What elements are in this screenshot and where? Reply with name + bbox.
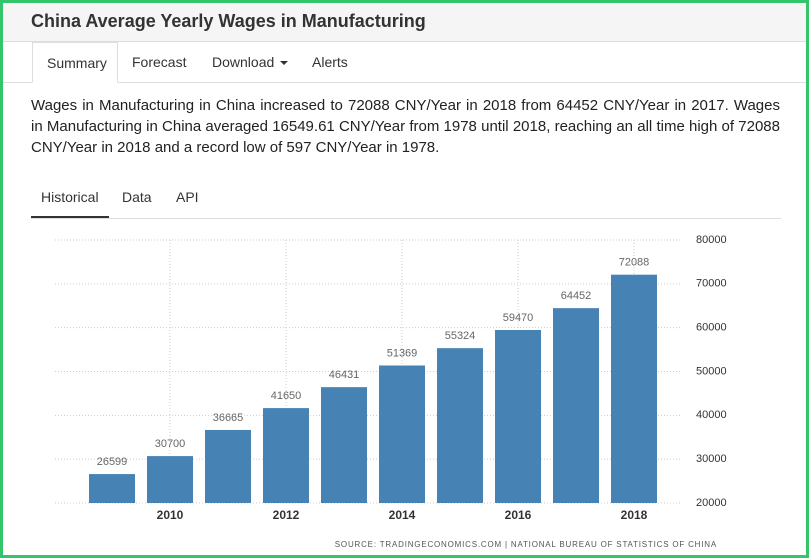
value-label: 51369 <box>387 347 418 359</box>
value-label: 30700 <box>155 438 186 450</box>
source-note: SOURCE: TRADINGECONOMICS.COM | NATIONAL … <box>335 540 717 549</box>
title-bar: China Average Yearly Wages in Manufactur… <box>3 3 806 42</box>
tab[interactable]: Summary <box>32 42 118 83</box>
tab[interactable]: Download <box>198 42 302 82</box>
bar <box>147 456 193 503</box>
x-tick-label: 2018 <box>621 508 648 522</box>
dropdown-caret <box>280 61 289 66</box>
value-label: 59470 <box>503 312 534 324</box>
x-tick-label: 2010 <box>157 508 184 522</box>
y-tick-label: 70000 <box>696 278 727 290</box>
bar <box>263 408 309 503</box>
subtab[interactable]: API <box>176 189 199 205</box>
tab[interactable]: Forecast <box>132 54 187 70</box>
tab-bar: Summary Forecast Download Alerts <box>3 42 806 83</box>
summary-text: Wages in Manufacturing in China increase… <box>31 97 780 156</box>
value-label: 72088 <box>619 257 650 269</box>
value-label: 41650 <box>271 390 302 402</box>
x-tick-label: 2014 <box>389 508 416 522</box>
bar <box>321 387 367 503</box>
value-label: 46431 <box>329 369 360 381</box>
bar <box>553 308 599 503</box>
value-label: 55324 <box>445 330 476 342</box>
bar <box>89 474 135 503</box>
x-tick-label: 2012 <box>273 508 300 522</box>
y-tick-label: 20000 <box>696 497 727 509</box>
tab[interactable]: Alerts <box>312 54 348 70</box>
bar <box>611 274 657 503</box>
page-title: China Average Yearly Wages in Manufactur… <box>31 11 426 31</box>
subtab-bar: Historical Data API <box>31 183 781 219</box>
subtab[interactable]: Historical <box>31 183 109 218</box>
value-label: 64452 <box>561 290 592 302</box>
subtab[interactable]: Data <box>122 189 152 205</box>
y-tick-label: 50000 <box>696 365 727 377</box>
value-label: 36665 <box>213 412 244 424</box>
bar <box>495 329 541 503</box>
y-tick-label: 40000 <box>696 409 727 421</box>
bar <box>437 348 483 503</box>
y-tick-label: 30000 <box>696 453 727 465</box>
y-tick-label: 80000 <box>696 234 727 246</box>
value-label: 26599 <box>97 456 128 468</box>
tab-label: Download <box>212 54 275 70</box>
x-tick-label: 2016 <box>505 508 532 522</box>
y-tick-label: 60000 <box>696 322 727 334</box>
bar <box>379 365 425 503</box>
bar <box>205 429 251 503</box>
